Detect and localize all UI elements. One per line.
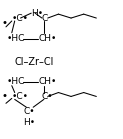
Text: C: C bbox=[42, 13, 48, 23]
Text: Cl–Zr–Cl: Cl–Zr–Cl bbox=[14, 57, 54, 67]
Text: •C•: •C• bbox=[12, 13, 29, 23]
Text: •HC: •HC bbox=[7, 77, 25, 86]
Text: CH•: CH• bbox=[38, 34, 56, 43]
Text: •: • bbox=[2, 18, 8, 28]
Text: H•: H• bbox=[31, 9, 43, 18]
Text: •HC: •HC bbox=[7, 34, 25, 43]
Text: •C•: •C• bbox=[12, 92, 29, 101]
Text: C•: C• bbox=[23, 107, 35, 116]
Text: CH•: CH• bbox=[38, 77, 56, 86]
Text: •: • bbox=[2, 91, 8, 101]
Text: C•: C• bbox=[42, 92, 54, 101]
Text: H•: H• bbox=[23, 118, 35, 127]
